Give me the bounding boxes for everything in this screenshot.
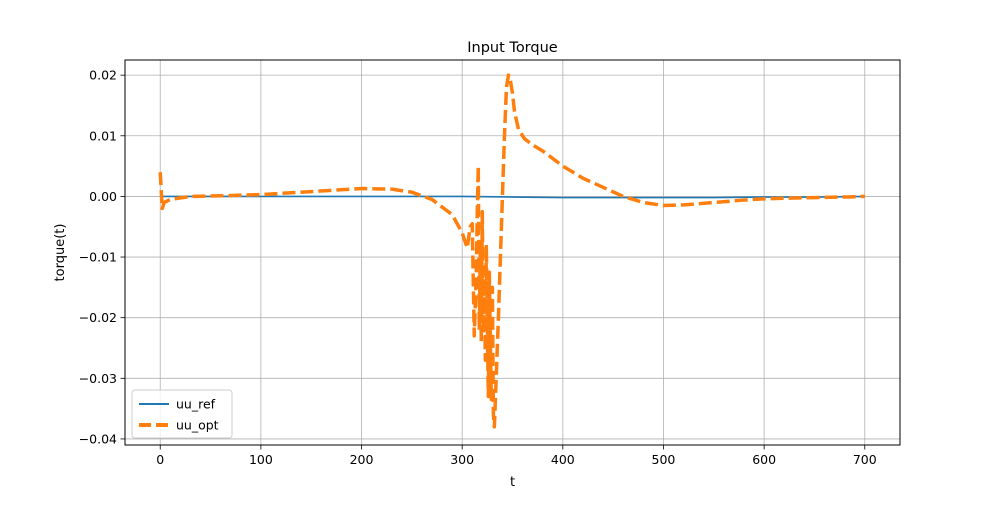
x-tick-label: 600 — [752, 452, 776, 467]
legend-label-uu-ref: uu_ref — [176, 397, 216, 412]
y-tick-label: −0.02 — [79, 310, 117, 325]
y-axis: −0.04 −0.03 −0.02 −0.01 0.00 0.01 0.02 — [79, 68, 125, 446]
x-axis-label: t — [510, 475, 515, 490]
series-line-uu-opt — [158, 73, 865, 429]
y-tick-label: −0.01 — [79, 250, 117, 265]
series-line-uu-ref — [160, 195, 865, 199]
x-tick-label: 400 — [551, 452, 575, 467]
y-tick-label: 0.02 — [89, 68, 117, 83]
x-tick-label: 300 — [450, 452, 474, 467]
y-tick-label: 0.00 — [89, 189, 117, 204]
x-axis: 0 100 200 300 400 500 600 700 — [156, 445, 877, 467]
y-tick-label: 0.01 — [89, 128, 117, 143]
y-tick-label: −0.03 — [79, 371, 117, 386]
x-tick-label: 700 — [853, 452, 877, 467]
x-tick-label: 0 — [156, 452, 164, 467]
x-tick-label: 100 — [249, 452, 273, 467]
y-tick-label: −0.04 — [79, 431, 117, 446]
chart-title: Input Torque — [467, 40, 558, 56]
x-tick-label: 500 — [652, 452, 676, 467]
y-axis-label: torque(t) — [53, 224, 68, 282]
plot-frame — [124, 59, 901, 446]
legend-label-uu-opt: uu_opt — [176, 418, 219, 433]
plot-area — [158, 73, 865, 429]
grid — [125, 60, 900, 445]
legend: uu_ref uu_opt — [131, 389, 233, 439]
x-tick-label: 200 — [350, 452, 374, 467]
